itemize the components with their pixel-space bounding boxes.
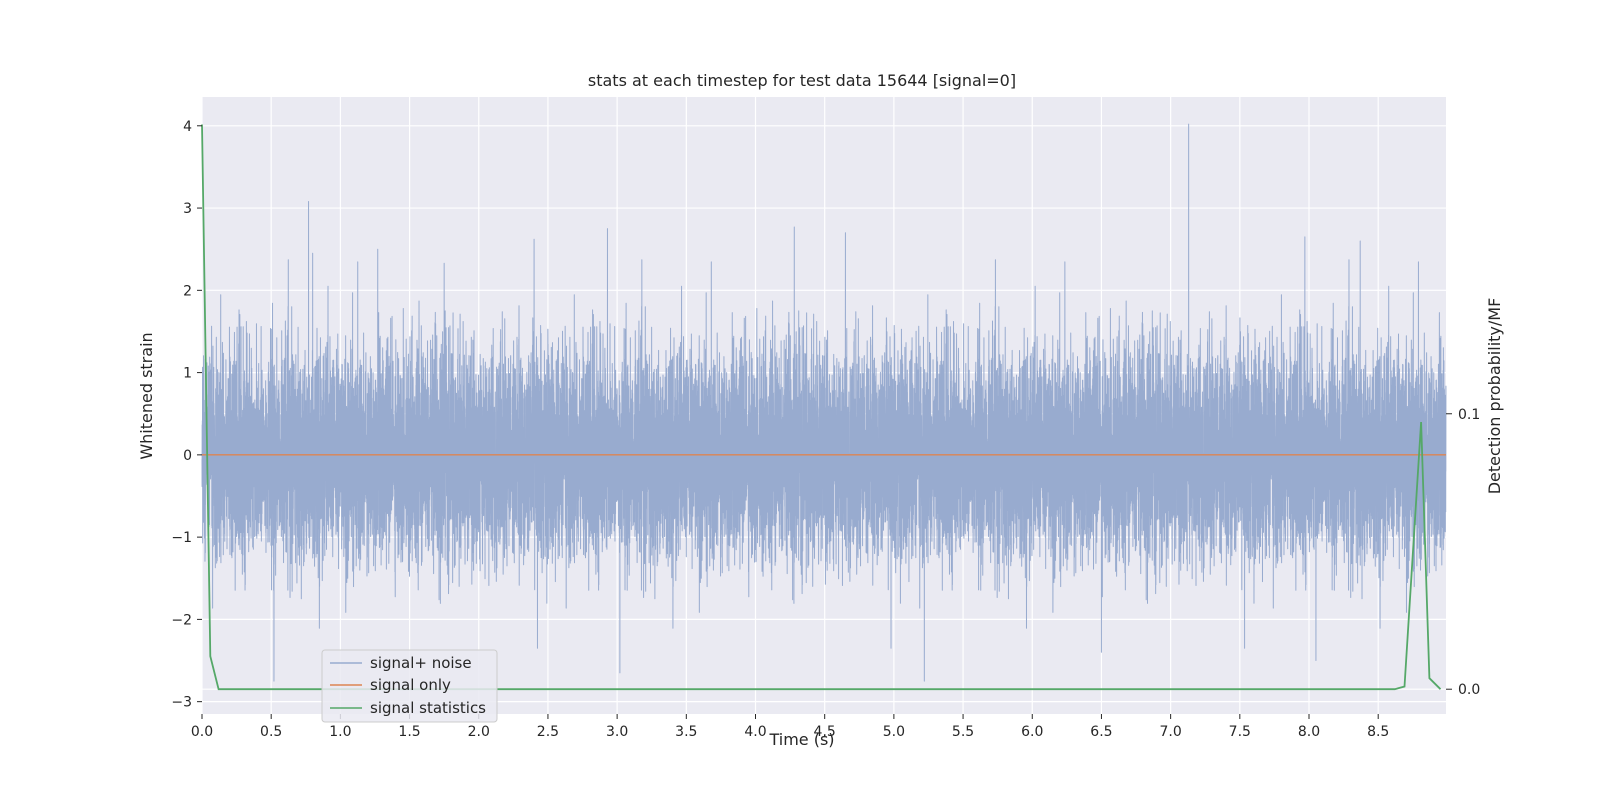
x-tick-label: 3.0 [606,724,628,740]
x-axis-label: Time (s) [768,730,834,749]
x-tick-label: 2.5 [537,724,559,740]
x-tick-label: 1.5 [398,724,420,740]
legend-box [321,649,498,723]
x-tick-label: 0.0 [191,724,213,740]
x-tick-label: 8.5 [1367,724,1389,740]
series-signal-statistics-line [201,124,1442,691]
x-tick-label: 1.0 [329,724,351,740]
x-tick-label: 3.5 [675,724,697,740]
x-tick-label: 4.5 [814,724,836,740]
y-tick-label: 4 [183,119,192,135]
x-tick-label: 5.0 [883,724,905,740]
x-tick-label: 4.0 [744,724,766,740]
x-tick-label: 2.0 [468,724,490,740]
y-tick-label: 1 [183,366,192,382]
chart-title: stats at each timestep for test data 156… [588,71,1016,90]
legend-label-signal-statistics: signal statistics [370,699,486,717]
y-tick-label: −1 [171,530,192,546]
x-tick-label: 6.0 [1021,724,1043,740]
x-tick-label: 0.5 [260,724,282,740]
axes: 0.0 0.5 1.0 1.5 2.0 2.5 3.0 3.5 4.0 4.5 5.0 5.5 6.0 6… [171,119,1480,740]
y-tick-label: 3 [183,201,192,217]
y-tick-label: 2 [183,283,192,299]
right-y-tick-label: 0.0 [1458,682,1480,698]
y-tick-label: −2 [171,612,192,628]
x-tick-label: 5.5 [952,724,974,740]
plot-area [201,123,1447,691]
y-tick-label: −3 [171,695,192,711]
x-tick-label: 8.0 [1298,724,1320,740]
x-tick-label: 6.5 [1090,724,1112,740]
series-signal-noise-line [201,123,1447,682]
y-axis-label: Whitened strain [137,332,156,459]
legend: signal+ noise signal only signal statist… [321,649,498,723]
legend-label-signal-noise: signal+ noise [370,654,472,672]
x-tick-label: 7.5 [1229,724,1251,740]
x-tick-label: 7.0 [1159,724,1181,740]
right-y-axis-label: Detection probability/MF [1485,298,1504,495]
y-tick-label: 0 [183,448,192,464]
legend-label-signal-only: signal only [370,676,451,694]
right-y-tick-label: 0.1 [1458,407,1480,423]
